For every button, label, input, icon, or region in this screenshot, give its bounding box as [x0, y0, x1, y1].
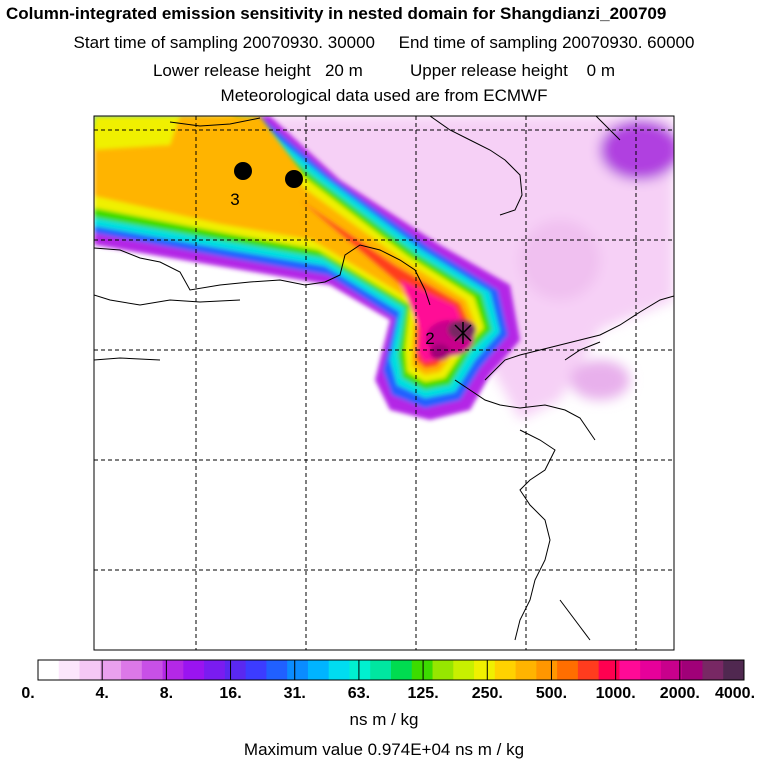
colorbar-swatch [287, 660, 309, 680]
colorbar-frame [37, 659, 745, 681]
colorbar-tick-label: 4000. [714, 685, 756, 702]
colorbar-swatch [619, 660, 641, 680]
colorbar-tick-label: 31. [283, 685, 306, 702]
colorbar-tick-label: 16. [219, 685, 242, 702]
coastlines [94, 116, 674, 641]
colorbar-swatch [79, 660, 101, 680]
figure-title: Column-integrated emission sensitivity i… [6, 4, 667, 23]
marker-label-2: 2 [425, 329, 434, 348]
colorbar-swatch [100, 660, 122, 680]
colorbar-swatch [557, 660, 579, 680]
colorbar-swatch [681, 660, 703, 680]
colorbar-swatch [224, 660, 247, 680]
colorbar-tick-label: 125. [407, 685, 439, 702]
colorbar-swatch [536, 660, 558, 680]
colorbar-swatch [411, 660, 434, 680]
colorbar [37, 659, 745, 681]
station-cross-marker [454, 322, 472, 344]
colorbar-swatch [349, 660, 371, 680]
release-height-line: Lower release height 20 m Upper release … [152, 61, 616, 80]
colorbar-swatch [204, 660, 226, 680]
colorbar-swatch [328, 660, 350, 680]
plume-field: 3 2 [94, 116, 674, 650]
marker-label-3: 3 [230, 190, 239, 209]
colorbar-swatch [141, 660, 164, 680]
colorbar-swatch [38, 660, 60, 680]
colorbar-tick-label: 4. [95, 685, 109, 702]
colorbar-swatch [391, 660, 413, 680]
colorbar-tick-label: 0. [21, 685, 35, 702]
colorbar-tick-label: 63. [347, 685, 371, 702]
colorbar-unit: ns m / kg [349, 710, 419, 729]
colorbar-swatch [121, 660, 143, 680]
colorbar-tick-label: 1000. [595, 685, 636, 702]
colorbar-swatch [598, 660, 620, 680]
colorbar-swatch [162, 660, 184, 680]
sampling-time-line: Start time of sampling 20070930. 30000 E… [73, 33, 695, 52]
graticule [94, 116, 674, 650]
colorbar-swatch [266, 660, 288, 680]
colorbar-swatch [640, 660, 662, 680]
colorbar-swatch [307, 660, 330, 680]
map-frame [93, 115, 675, 651]
colorbar-tick-label: 250. [471, 685, 503, 702]
colorbar-swatch [494, 660, 517, 680]
colorbar-swatch [58, 660, 81, 680]
colorbar-swatch [702, 660, 724, 680]
colorbar-swatch [453, 660, 475, 680]
colorbar-swatch [723, 660, 745, 680]
colorbar-swatch [474, 660, 496, 680]
colorbar-swatch [577, 660, 600, 680]
colorbar-tick-label: 8. [159, 685, 174, 702]
colorbar-swatch [183, 660, 205, 680]
colorbar-swatch [515, 660, 537, 680]
colorbar-swatch [432, 660, 454, 680]
colorbar-swatch [660, 660, 683, 680]
cluster-dot-marker [234, 162, 252, 180]
colorbar-tick-label: 2000. [659, 685, 700, 702]
colorbar-tick-label: 500. [535, 685, 568, 702]
colorbar-swatch [245, 660, 267, 680]
cluster-dot-marker [285, 170, 303, 188]
maximum-value-text: Maximum value 0.974E+04 ns m / kg [243, 740, 525, 759]
colorbar-swatch [370, 660, 392, 680]
met-data-line: Meteorological data used are from ECMWF [220, 86, 548, 105]
